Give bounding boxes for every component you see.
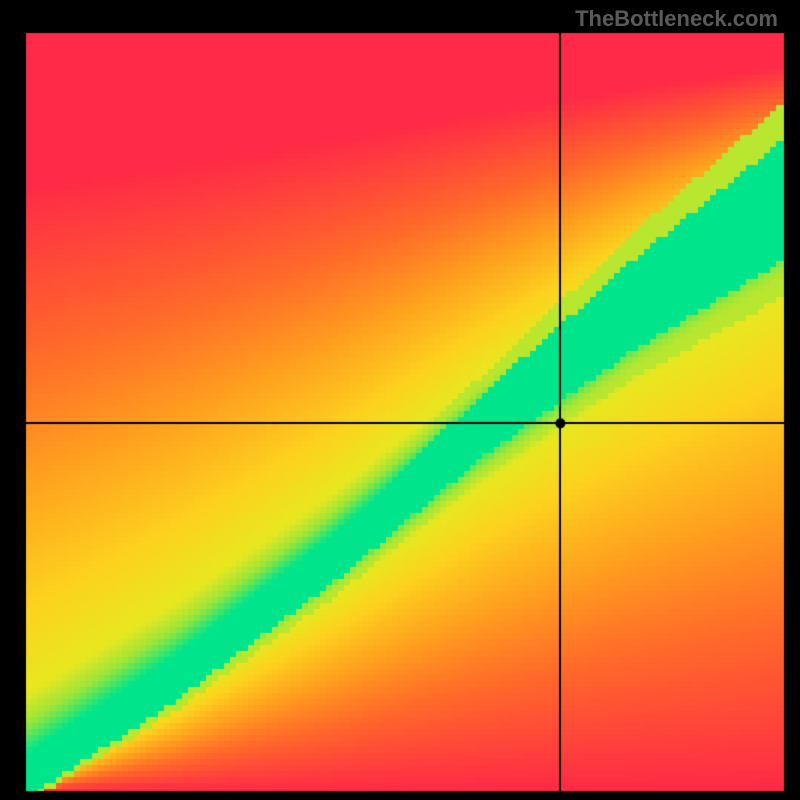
bottleneck-heatmap-canvas: [0, 0, 800, 800]
chart-container: TheBottleneck.com: [0, 0, 800, 800]
watermark-text: TheBottleneck.com: [575, 6, 778, 32]
